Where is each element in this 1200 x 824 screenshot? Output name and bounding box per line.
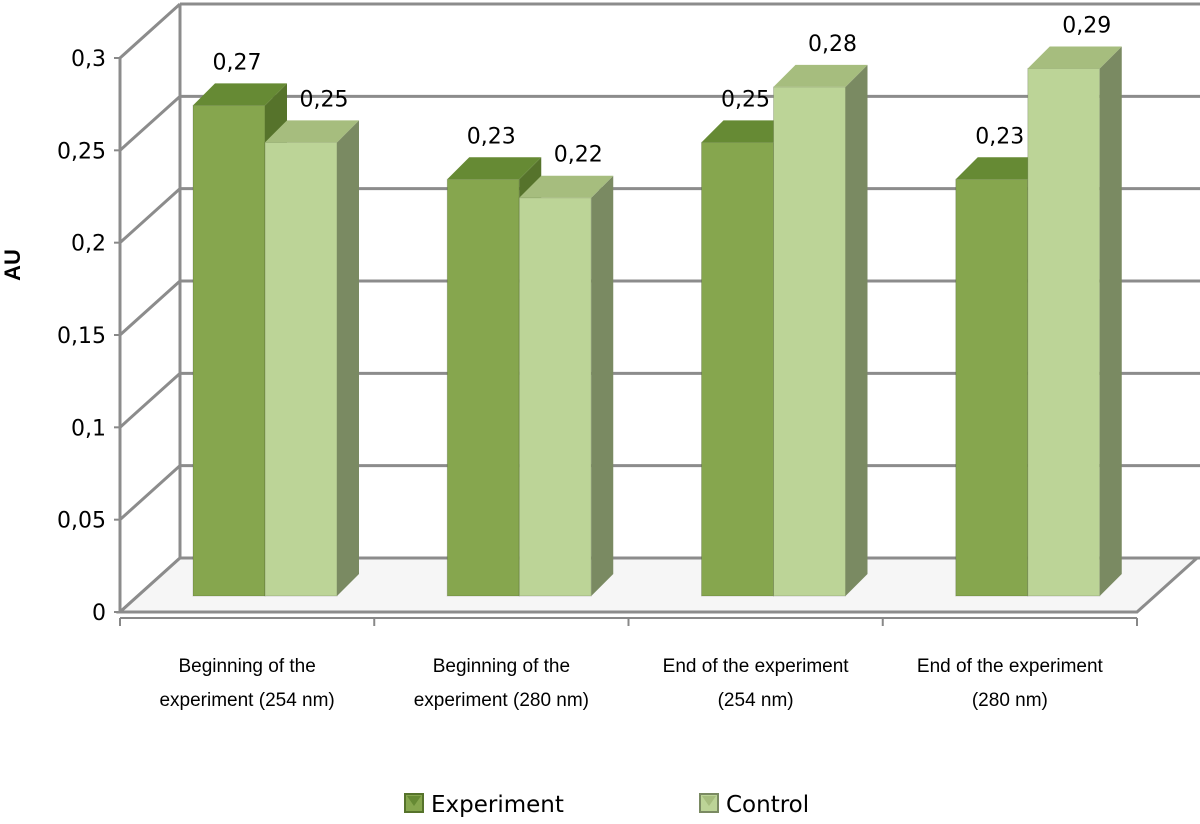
category-label: Beginning of the [178,656,315,677]
bar-top [1027,46,1122,69]
data-label: 0,25 [721,87,770,112]
bar-control [264,120,359,597]
y-tick-label: 0,05 [57,509,106,534]
data-labels: 0,27 0,25 0,23 0,22 0,25 0,28 0,23 0,29 [213,13,1112,167]
category-label: experiment (280 nm) [414,690,589,711]
bar-side [337,120,359,596]
bar-front [955,178,1029,597]
y-tick-label: 0,2 [71,232,106,257]
y-tick-label: 0 [92,601,106,626]
chart-floor [116,556,1200,614]
legend-label: Experiment [431,792,564,818]
gridline-side [118,95,182,152]
bar-front [518,197,592,597]
bar-front [264,141,338,597]
bar-control [518,175,614,597]
gridline-side [118,279,182,337]
category-label: End of the experiment [663,656,850,677]
bar-top [193,83,287,106]
bar-control [773,64,868,597]
bar-front [192,104,266,597]
gridline-side [118,187,182,244]
y-tick-label: 0,1 [71,416,106,441]
bar-front [701,141,774,597]
data-label: 0,23 [467,124,516,149]
bar-top [519,175,614,198]
y-tick-label: 0,25 [57,139,106,164]
y-tick-label: 0,15 [57,324,106,349]
y-axis-title: AU [0,249,25,281]
bar-front [446,178,520,597]
category-label: (280 nm) [972,690,1048,711]
data-label: 0,22 [554,143,603,168]
gridline-side [118,372,182,429]
bar-side [591,175,614,596]
category-label: Beginning of the [433,656,570,677]
legend-label: Control [726,792,809,818]
category-label: (254 nm) [718,690,794,711]
x-axis: Beginning of the experiment (254 nm) Begin… [119,617,1138,711]
y-tick-label: 0,3 [71,47,106,72]
bar-top [447,157,542,180]
data-label: 0,28 [808,32,857,57]
category-label: End of the experiment [917,656,1104,677]
data-label: 0,27 [213,50,262,75]
bar-front [773,86,846,597]
legend-swatch-shade [407,796,421,806]
bar-top [955,157,1050,180]
legend-swatch-shade [702,796,716,806]
category-label: experiment (254 nm) [159,690,334,711]
bar-front [1027,67,1101,597]
legend: Experiment Control [404,792,809,818]
bar-side [845,64,868,596]
data-label: 0,29 [1062,13,1111,38]
bar-side [1099,46,1122,596]
bar-top [701,120,796,143]
data-label: 0,23 [975,124,1024,149]
gridline-side [118,2,182,60]
bar-top [773,64,868,87]
bars [192,46,1122,597]
gridline-side [118,464,182,521]
bar-control [1027,46,1122,597]
bar-top [265,120,359,143]
data-label: 0,25 [300,87,349,112]
